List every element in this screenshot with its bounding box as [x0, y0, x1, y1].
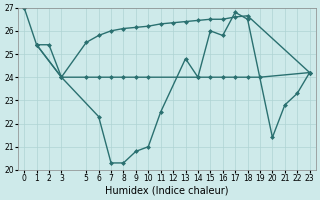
X-axis label: Humidex (Indice chaleur): Humidex (Indice chaleur) [105, 186, 229, 196]
